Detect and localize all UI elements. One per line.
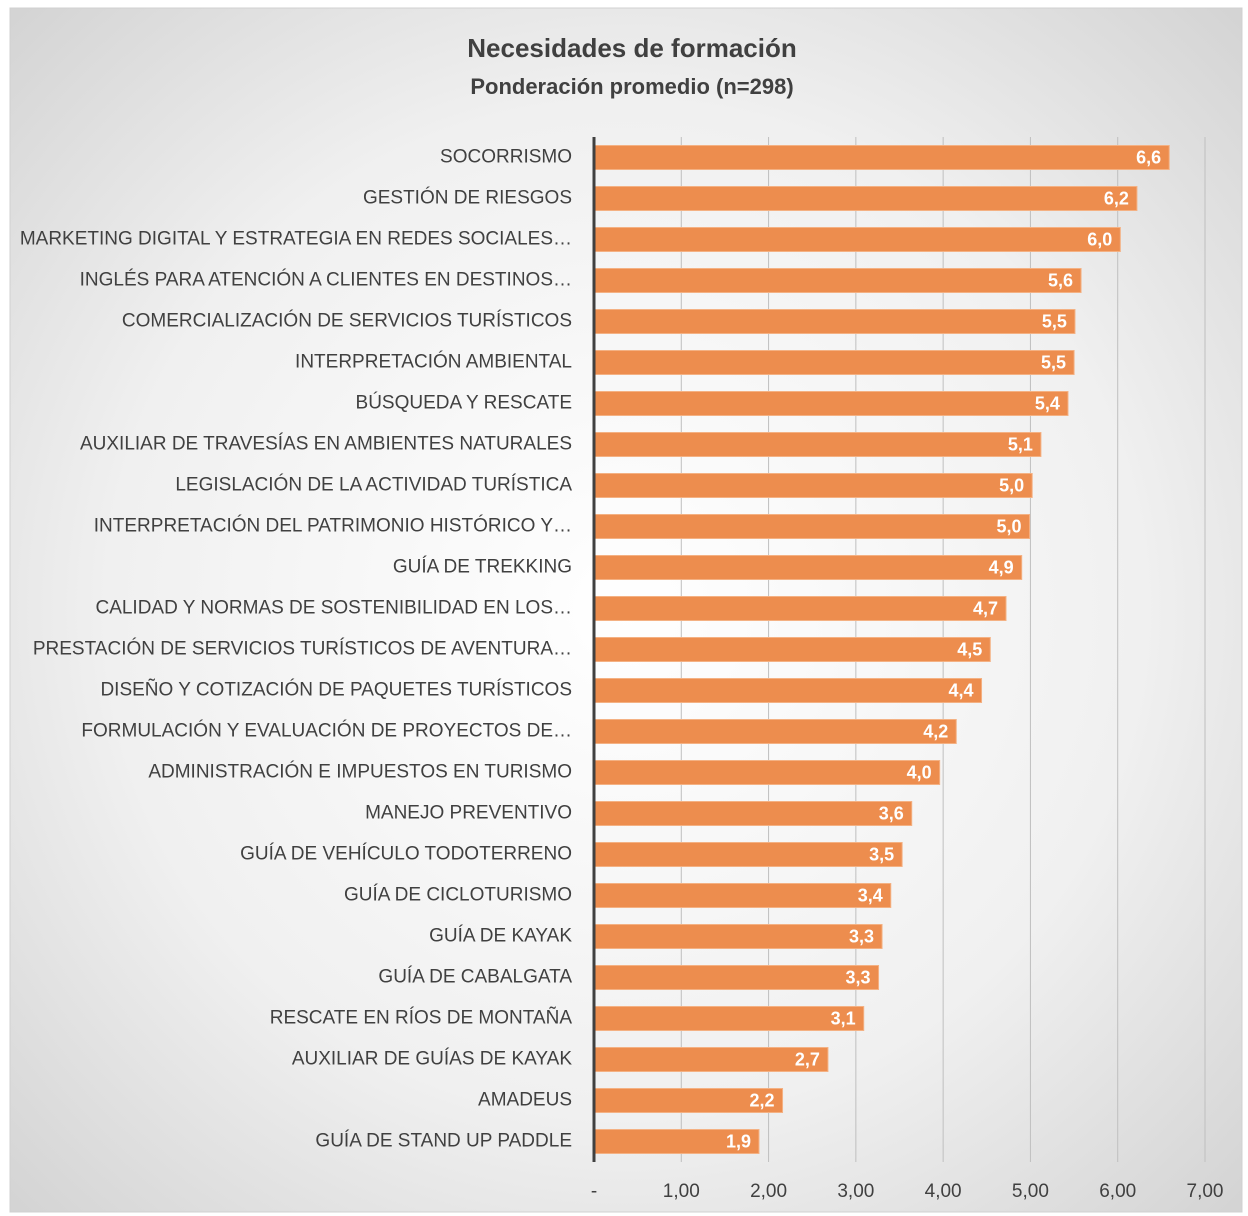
y-tick-label: AUXILIAR DE TRAVESÍAS EN AMBIENTES NATUR… xyxy=(80,434,572,455)
data-label: 3,4 xyxy=(858,885,883,905)
bar xyxy=(593,801,913,826)
x-tick-label: 3,00 xyxy=(837,1181,874,1202)
bar xyxy=(593,842,903,867)
y-tick-label: GUÍA DE VEHÍCULO TODOTERRENO xyxy=(240,844,572,865)
data-label: 5,4 xyxy=(1035,393,1060,413)
y-tick-label: ADMINISTRACIÓN E IMPUESTOS EN TURISMO xyxy=(148,761,572,783)
y-tick-label: LEGISLACIÓN DE LA ACTIVIDAD TURÍSTICA xyxy=(175,474,572,496)
bar xyxy=(593,473,1033,498)
data-label: 2,7 xyxy=(795,1049,820,1069)
bar xyxy=(593,1047,829,1072)
y-tick-label: RESCATE EN RÍOS DE MONTAÑA xyxy=(270,1007,573,1029)
y-tick-label: INGLÉS PARA ATENCIÓN A CLIENTES EN DESTI… xyxy=(80,269,572,291)
bar xyxy=(593,637,991,662)
data-label: 4,0 xyxy=(907,762,932,782)
data-label: 5,5 xyxy=(1041,352,1066,372)
data-label: 3,3 xyxy=(849,926,874,946)
y-tick-label: GESTIÓN DE RIESGOS xyxy=(363,187,572,209)
bar xyxy=(593,1129,760,1154)
bar xyxy=(593,678,983,703)
y-tick-label: COMERCIALIZACIÓN DE SERVICIOS TURÍSTICOS xyxy=(122,310,572,332)
data-label: 6,0 xyxy=(1087,229,1112,249)
y-tick-label: GUÍA DE TREKKING xyxy=(393,557,572,578)
y-tick-label: AUXILIAR DE GUÍAS DE KAYAK xyxy=(292,1049,572,1070)
y-tick-label: GUÍA DE STAND UP PADDLE xyxy=(315,1131,572,1152)
data-label: 4,7 xyxy=(973,598,998,618)
data-label: 3,5 xyxy=(869,844,894,864)
data-label: 5,6 xyxy=(1048,270,1073,290)
data-label: 5,1 xyxy=(1008,434,1033,454)
chart-title: Necesidades de formación xyxy=(467,33,796,63)
bar xyxy=(593,391,1069,416)
x-tick-label: 1,00 xyxy=(663,1181,700,1202)
data-label: 3,6 xyxy=(879,803,904,823)
bar xyxy=(593,596,1007,621)
bar xyxy=(593,432,1042,457)
data-label: 5,0 xyxy=(999,475,1024,495)
x-tick-label: 6,00 xyxy=(1099,1181,1136,1202)
y-tick-label: PRESTACIÓN DE SERVICIOS TURÍSTICOS DE AV… xyxy=(33,638,572,660)
y-tick-label: MANEJO PREVENTIVO xyxy=(365,803,572,824)
bar xyxy=(593,719,957,744)
chart-subtitle: Ponderación promedio (n=298) xyxy=(470,74,793,99)
y-tick-label: INTERPRETACIÓN AMBIENTAL xyxy=(295,351,572,373)
bar xyxy=(593,883,892,908)
bar xyxy=(593,555,1023,580)
bar xyxy=(593,350,1075,375)
data-label: 6,2 xyxy=(1104,188,1129,208)
y-tick-label: GUÍA DE CICLOTURISMO xyxy=(344,885,572,906)
data-label: 1,9 xyxy=(726,1131,751,1151)
y-tick-label: GUÍA DE KAYAK xyxy=(429,926,572,947)
data-label: 4,9 xyxy=(989,557,1014,577)
bar xyxy=(593,965,880,990)
x-tick-label: 7,00 xyxy=(1187,1181,1224,1202)
y-tick-label: BÚSQUEDA Y RESCATE xyxy=(356,392,572,414)
y-tick-label: CALIDAD Y NORMAS DE SOSTENIBILIDAD EN LO… xyxy=(95,598,572,619)
x-tick-label: 4,00 xyxy=(925,1181,962,1202)
x-tick-label: 2,00 xyxy=(750,1181,787,1202)
bar xyxy=(593,760,941,785)
data-label: 4,4 xyxy=(949,680,974,700)
bar xyxy=(593,514,1031,539)
data-label: 6,6 xyxy=(1136,147,1161,167)
y-tick-label: MARKETING DIGITAL Y ESTRATEGIA EN REDES … xyxy=(20,229,572,250)
data-label: 2,2 xyxy=(750,1090,775,1110)
bar xyxy=(593,309,1076,334)
bar xyxy=(593,1006,865,1031)
x-tick-label: - xyxy=(591,1181,597,1202)
data-label: 5,0 xyxy=(997,516,1022,536)
data-label: 4,5 xyxy=(957,639,982,659)
y-tick-label: SOCORRISMO xyxy=(440,147,572,168)
bar xyxy=(593,227,1121,252)
bar xyxy=(593,924,883,949)
data-label: 3,1 xyxy=(831,1008,856,1028)
y-tick-label: FORMULACIÓN Y EVALUACIÓN DE PROYECTOS DE… xyxy=(81,720,572,742)
bar xyxy=(593,145,1170,170)
data-label: 4,2 xyxy=(923,721,948,741)
x-tick-label: 5,00 xyxy=(1012,1181,1049,1202)
data-label: 5,5 xyxy=(1042,311,1067,331)
data-label: 3,3 xyxy=(846,967,871,987)
bar xyxy=(593,186,1138,211)
y-tick-label: DISEÑO Y COTIZACIÓN DE PAQUETES TURÍSTIC… xyxy=(100,679,572,701)
bar xyxy=(593,1088,784,1113)
y-tick-label: INTERPRETACIÓN DEL PATRIMONIO HISTÓRICO … xyxy=(94,515,572,537)
y-tick-label: AMADEUS xyxy=(478,1090,572,1111)
y-tick-label: GUÍA DE CABALGATA xyxy=(378,967,572,988)
bar xyxy=(593,268,1082,293)
